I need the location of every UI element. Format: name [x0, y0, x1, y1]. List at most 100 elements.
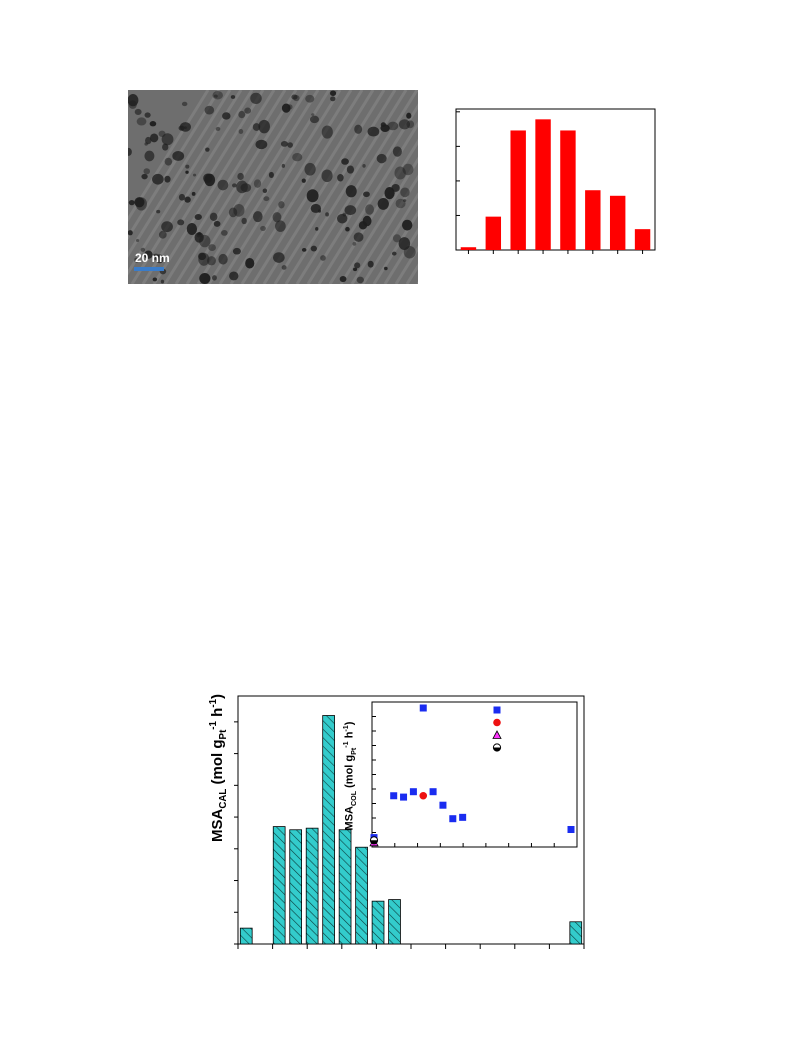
tem-particle: [199, 272, 211, 284]
tem-particle: [185, 164, 190, 169]
tem-particle: [337, 174, 344, 182]
tem-particle: [181, 101, 188, 107]
tem-particle: [244, 107, 252, 114]
tem-particle: [152, 253, 160, 261]
tem-particle: [241, 217, 247, 225]
tem-particle: [252, 123, 261, 131]
tem-particle: [392, 146, 402, 157]
tem-fringe: [128, 90, 243, 276]
tem-particle: [376, 153, 387, 164]
histogram-bar: [510, 130, 526, 250]
tem-particle: [178, 193, 186, 201]
msa-bar: [239, 927, 253, 945]
tem-particle: [164, 175, 171, 183]
histogram-bar: [560, 130, 576, 250]
tem-particle: [380, 124, 390, 133]
tem-particle: [143, 168, 151, 175]
tem-particle: [250, 92, 262, 104]
tem-background: [128, 90, 418, 284]
tem-particle: [209, 212, 218, 222]
msa-bar: [569, 921, 583, 945]
tem-particle: [362, 215, 372, 227]
tem-fringe: [128, 90, 210, 223]
tem-particle: [152, 173, 164, 185]
tem-particle: [213, 220, 221, 227]
tem-particle: [398, 119, 411, 130]
tem-particle: [217, 179, 229, 191]
histogram-bar: [585, 190, 601, 250]
tem-particle: [365, 204, 375, 215]
tem-particle: [233, 204, 245, 217]
tem-particle: [346, 165, 355, 174]
inset-point-square: [429, 788, 437, 796]
tem-fringe: [229, 90, 353, 284]
tem-fringe: [317, 121, 418, 284]
tem-image: [128, 90, 418, 284]
tem-particle: [134, 257, 139, 263]
tem-particle: [329, 90, 337, 96]
tem-particle: [144, 250, 153, 259]
inset-point-square: [390, 792, 398, 800]
tem-particle: [387, 121, 399, 131]
tem-particle: [252, 211, 263, 223]
tem-particle: [281, 103, 291, 113]
tem-particle: [354, 262, 361, 269]
tem-particle: [384, 187, 395, 200]
tem-particle: [194, 213, 202, 220]
msa-bar: [272, 826, 286, 945]
tem-particle: [272, 252, 285, 263]
tem-particle: [377, 198, 389, 210]
tem-fringe: [295, 90, 418, 284]
tem-particle: [310, 245, 317, 252]
tem-particle: [306, 189, 319, 203]
size-histogram: [455, 108, 656, 254]
tem-fringe: [394, 245, 418, 284]
histogram-bar: [460, 247, 477, 250]
tem-particle: [311, 113, 315, 116]
inset-point-square: [400, 793, 408, 801]
msa-bar-chart: [234, 695, 585, 949]
tem-particle: [232, 247, 241, 255]
tem-fringe: [339, 156, 418, 284]
tem-particle: [245, 257, 255, 269]
tem-particle: [262, 188, 268, 194]
tem-particle: [325, 212, 329, 217]
tem-particle: [128, 147, 132, 156]
tem-particle: [292, 153, 303, 162]
tem-particle: [353, 232, 364, 242]
tem-particle: [352, 267, 358, 272]
tem-particle: [152, 277, 158, 282]
tem-particle: [321, 125, 333, 139]
tem-fringe: [240, 90, 364, 284]
msa-bar: [289, 829, 302, 945]
tem-particle: [229, 271, 239, 281]
msa-bar: [305, 827, 319, 945]
tem-particle: [128, 230, 133, 236]
tem-particle: [362, 164, 366, 168]
tem-particle: [237, 172, 244, 181]
tem-particle: [344, 205, 357, 216]
tem-particle: [341, 158, 349, 165]
tem-particle: [400, 187, 410, 198]
tem-particle: [272, 212, 282, 223]
tem-particle: [278, 201, 285, 209]
tem-particle: [186, 223, 198, 236]
tem-particle: [394, 166, 406, 180]
tem-particle: [161, 221, 173, 233]
tem-particle: [158, 130, 166, 137]
tem-particle: [128, 199, 135, 206]
tem-particle: [149, 121, 157, 127]
tem-particle: [149, 133, 159, 143]
msa-bar: [371, 900, 385, 945]
tem-fringe: [174, 90, 298, 284]
tem-particle: [135, 239, 140, 243]
tem-particle: [293, 94, 300, 102]
tem-particle: [162, 143, 169, 151]
tem-particle: [291, 94, 298, 100]
tem-particle: [384, 266, 388, 271]
tem-particle: [352, 242, 357, 246]
tem-fringe: [207, 90, 331, 284]
histogram-frame: [455, 108, 656, 251]
tem-particle: [287, 142, 293, 148]
msa-col-axis-label: MSACOL (mol gPt-1 h-1): [342, 721, 358, 831]
